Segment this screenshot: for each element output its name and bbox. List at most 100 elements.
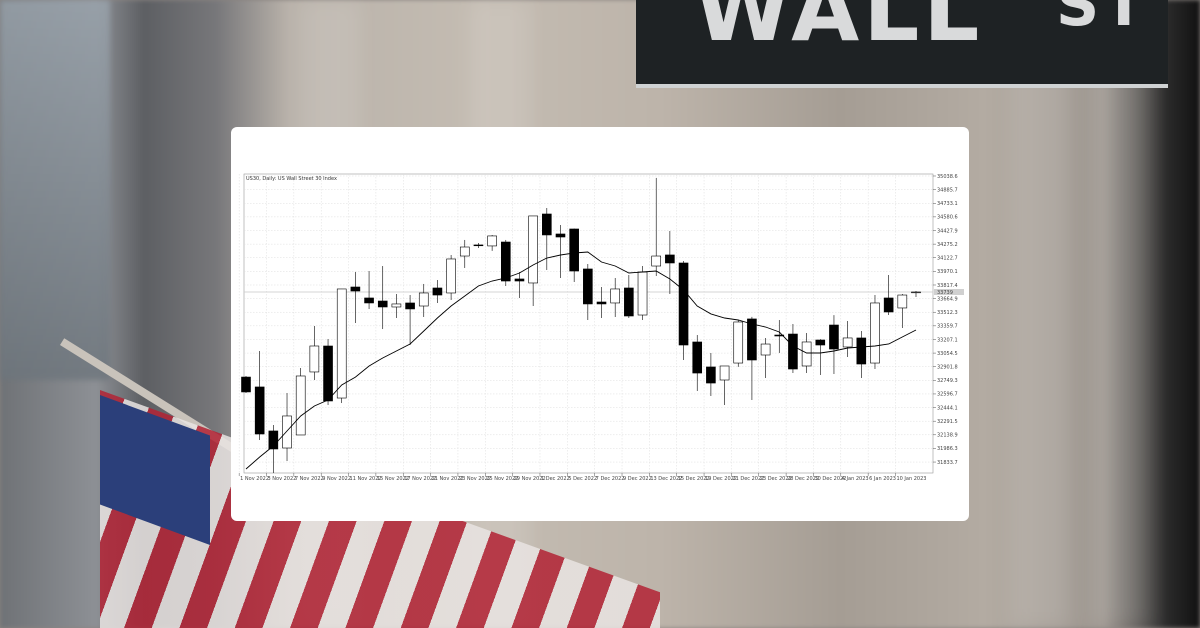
candle bbox=[897, 294, 908, 309]
candle bbox=[706, 366, 716, 384]
y-tick-label: 33207.1 bbox=[937, 337, 958, 343]
candle bbox=[391, 303, 402, 308]
grid bbox=[238, 174, 933, 473]
candle bbox=[596, 301, 607, 305]
candle bbox=[254, 386, 265, 435]
y-tick-label: 32444.1 bbox=[937, 405, 958, 411]
y-axis: 35038.6 34885.7 34733.1 34580.6 34427.9 34275… bbox=[933, 174, 964, 466]
candle bbox=[295, 375, 306, 436]
y-tick-label: 33359.7 bbox=[937, 324, 958, 330]
moving-average-line bbox=[245, 251, 917, 470]
y-tick-label: 33054.5 bbox=[937, 351, 958, 357]
x-tick-label: 3 Nov 2022 bbox=[268, 476, 297, 482]
candle bbox=[747, 318, 757, 361]
current-price-marker bbox=[934, 288, 964, 295]
candle bbox=[350, 286, 361, 292]
candle bbox=[610, 288, 620, 304]
candle bbox=[651, 255, 662, 267]
x-tick-label: 9 Nov 2022 bbox=[322, 476, 351, 482]
candle bbox=[870, 302, 880, 364]
x-tick-label: 30 Dec 2022 bbox=[814, 476, 846, 482]
candle bbox=[377, 300, 388, 308]
wall-street-sign: WALL ST bbox=[636, 0, 1168, 88]
candle bbox=[528, 215, 538, 284]
candle bbox=[829, 324, 839, 350]
y-tick-label: 33817.4 bbox=[937, 283, 958, 289]
candle bbox=[487, 235, 497, 247]
y-tick-label: 31986.3 bbox=[937, 446, 958, 452]
candle bbox=[500, 241, 511, 282]
x-tick-label: 23 Dec 2022 bbox=[760, 476, 792, 482]
y-tick-label: 31833.7 bbox=[937, 460, 958, 466]
column bbox=[1010, 0, 1070, 628]
x-tick-label: 15 Dec 2022 bbox=[678, 476, 710, 482]
chart-card: 35038.6 34885.7 34733.1 34580.6 34427.9 34275… bbox=[231, 127, 969, 521]
candle bbox=[733, 321, 744, 364]
candle bbox=[719, 365, 730, 381]
y-tick-label: 32749.3 bbox=[937, 378, 958, 384]
y-tick-label: 32138.9 bbox=[937, 433, 958, 439]
y-tick-label: 35038.6 bbox=[937, 174, 958, 180]
candle bbox=[583, 268, 593, 305]
candle bbox=[405, 302, 415, 310]
x-tick-label: 6 Jan 2023 bbox=[869, 476, 896, 482]
x-tick-label: 28 Dec 2022 bbox=[787, 476, 819, 482]
candle bbox=[473, 244, 484, 247]
candlestick-chart: 35038.6 34885.7 34733.1 34580.6 34427.9 34275… bbox=[238, 173, 964, 482]
candle bbox=[624, 287, 634, 317]
candle bbox=[788, 333, 798, 370]
x-tick-label: 1 Dec 2022 bbox=[541, 476, 570, 482]
candle bbox=[514, 278, 525, 282]
plot-area bbox=[243, 173, 934, 474]
y-tick-label: 34427.9 bbox=[937, 228, 958, 234]
x-tick-label: 7 Nov 2022 bbox=[295, 476, 324, 482]
candle bbox=[336, 288, 347, 399]
x-tick-label: 19 Dec 2022 bbox=[705, 476, 737, 482]
candle bbox=[241, 376, 251, 393]
y-tick-label: 34275.2 bbox=[937, 242, 958, 248]
x-tick-label: 7 Dec 2022 bbox=[596, 476, 625, 482]
y-tick-label: 34122.7 bbox=[937, 256, 958, 262]
window bbox=[0, 0, 110, 380]
x-tick-label: 11 Nov 2022 bbox=[350, 476, 382, 482]
x-tick-label: 13 Dec 2022 bbox=[650, 476, 682, 482]
y-tick-label: 34733.1 bbox=[937, 201, 958, 207]
candle bbox=[883, 297, 894, 313]
x-tick-label: 23 Nov 2022 bbox=[459, 476, 491, 482]
candle bbox=[282, 415, 292, 449]
candle bbox=[268, 430, 279, 450]
candle bbox=[637, 271, 648, 316]
x-tick-label: 21 Nov 2022 bbox=[432, 476, 464, 482]
x-tick-label: 17 Nov 2022 bbox=[404, 476, 436, 482]
y-tick-label: 32291.5 bbox=[937, 419, 958, 425]
candle bbox=[774, 334, 785, 337]
candle bbox=[801, 341, 812, 367]
x-tick-label: 29 Nov 2022 bbox=[514, 476, 546, 482]
y-tick-label: 34885.7 bbox=[937, 187, 958, 193]
y-tick-label: 33970.1 bbox=[937, 269, 958, 275]
x-tick-label: 5 Dec 2022 bbox=[568, 476, 597, 482]
candle bbox=[555, 233, 566, 238]
candle bbox=[446, 258, 456, 294]
candle bbox=[432, 287, 443, 296]
x-tick-label: 15 Nov 2022 bbox=[377, 476, 409, 482]
candle bbox=[364, 297, 374, 304]
candle bbox=[692, 341, 703, 374]
candle bbox=[678, 262, 689, 346]
candle bbox=[418, 292, 429, 307]
candle bbox=[760, 343, 771, 356]
x-tick-label: 10 Jan 2023 bbox=[896, 476, 926, 482]
y-tick-label: 33664.9 bbox=[937, 296, 958, 302]
x-tick-label: 9 Dec 2022 bbox=[623, 476, 652, 482]
candles bbox=[241, 177, 921, 473]
chart-title: US30, Daily: US Wall Street 30 Index bbox=[246, 176, 337, 182]
x-tick-label: 25 Nov 2022 bbox=[486, 476, 518, 482]
x-tick-label: 21 Dec 2022 bbox=[732, 476, 764, 482]
y-tick-label: 32596.7 bbox=[937, 392, 958, 398]
y-tick-label: 34580.6 bbox=[937, 215, 958, 221]
y-tick-label: 32901.8 bbox=[937, 365, 958, 371]
candle bbox=[323, 345, 333, 402]
y-tick-label: 33512.3 bbox=[937, 310, 958, 316]
